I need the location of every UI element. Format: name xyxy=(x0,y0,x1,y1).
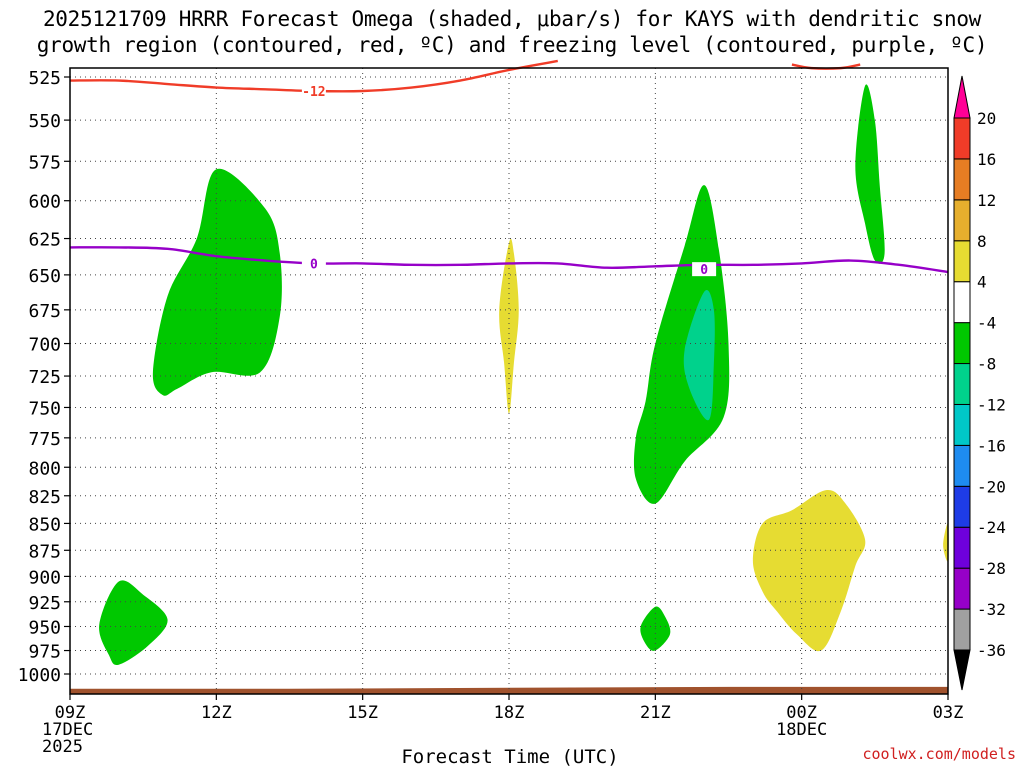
omega-region-4 xyxy=(633,185,730,504)
colorbar-label-1: -36 xyxy=(977,641,1006,660)
colorbar: -36 -32 -28 -24 -20 -16 -12 -8 -4 4 8 12 16 20 xyxy=(953,75,1006,691)
terrain-fill xyxy=(70,686,948,694)
y-tick-label-725: 725 xyxy=(28,367,61,388)
colorbar-segment-8 xyxy=(953,322,971,365)
colorbar-label-5: -20 xyxy=(977,477,1006,496)
x-tick-label-18-0: 03Z xyxy=(933,703,964,723)
omega-region-8 xyxy=(855,84,885,264)
x-tick-label-9-0: 18Z xyxy=(494,703,525,723)
x-tick-label-3-0: 12Z xyxy=(201,703,232,723)
colorbar-label-4: -24 xyxy=(977,518,1006,537)
omega-region-7 xyxy=(752,490,866,652)
y-tick-label-1000: 1000 xyxy=(18,665,61,686)
y-tick-label-850: 850 xyxy=(28,514,61,535)
x-tick-label-15-1: 18DEC xyxy=(776,720,827,740)
credit-text: coolwx.com/models xyxy=(862,745,1016,763)
x-tick-label-12-0: 21Z xyxy=(640,703,671,723)
colorbar-segment-1 xyxy=(953,608,971,651)
colorbar-segment-12 xyxy=(953,158,971,201)
y-tick-label-950: 950 xyxy=(28,617,61,638)
y-tick-label-600: 600 xyxy=(28,192,61,213)
omega-shading-layer xyxy=(70,84,949,694)
colorbar-segment-11 xyxy=(953,199,971,242)
title-line-2: growth region (contoured, red, ºC) and f… xyxy=(36,33,988,57)
colorbar-label-7: -12 xyxy=(977,395,1006,414)
colorbar-segment-2 xyxy=(953,567,971,610)
y-tick-label-750: 750 xyxy=(28,398,61,419)
colorbar-label-2: -32 xyxy=(977,600,1006,619)
y-tick-label-700: 700 xyxy=(28,335,61,356)
y-tick-label-925: 925 xyxy=(28,593,61,614)
colorbar-label-11: 8 xyxy=(977,232,987,251)
colorbar-segment-6 xyxy=(953,403,971,446)
y-tick-label-875: 875 xyxy=(28,541,61,562)
freezing-level-label-1: 0 xyxy=(310,257,318,272)
title-line-1: 2025121709 HRRR Forecast Omega (shaded, … xyxy=(42,7,982,31)
x-tick-label-0-2: 2025 xyxy=(42,737,83,757)
colorbar-segment-13 xyxy=(953,117,971,160)
colorbar-segment-9 xyxy=(953,281,971,324)
y-tick-label-900: 900 xyxy=(28,567,61,588)
colorbar-label-8: -8 xyxy=(977,355,996,374)
y-tick-label-800: 800 xyxy=(28,458,61,479)
omega-region-1 xyxy=(152,168,282,396)
y-tick-label-575: 575 xyxy=(28,152,61,173)
colorbar-label-10: 4 xyxy=(977,273,987,292)
y-tick-label-650: 650 xyxy=(28,266,61,287)
x-axis-title: Forecast Time (UTC) xyxy=(401,746,619,768)
dgz-contour-label: -12 xyxy=(302,85,325,100)
colorbar-label-6: -16 xyxy=(977,436,1006,455)
y-tick-label-825: 825 xyxy=(28,487,61,508)
colorbar-segment-10 xyxy=(953,240,971,283)
freezing-level-label-1-bg xyxy=(301,256,326,271)
x-tick-label-0-0: 09Z xyxy=(55,703,86,723)
omega-region-9 xyxy=(943,523,949,562)
colorbar-segment-5 xyxy=(953,444,971,487)
chart-title: 2025121709 HRRR Forecast Omega (shaded, … xyxy=(0,6,1024,58)
colorbar-label-3: -28 xyxy=(977,559,1006,578)
x-tick-label-0-1: 17DEC xyxy=(42,720,93,740)
colorbar-label-9: -4 xyxy=(977,314,996,333)
x-tick-label-15-0: 00Z xyxy=(786,703,817,723)
y-tick-label-625: 625 xyxy=(28,230,61,251)
omega-region-2 xyxy=(99,580,168,666)
freezing-level-label-2-bg xyxy=(692,262,717,277)
colorbar-segment-3 xyxy=(953,526,971,569)
y-tick-label-550: 550 xyxy=(28,111,61,132)
x-tick-label-6-0: 15Z xyxy=(347,703,378,723)
colorbar-segment-4 xyxy=(953,485,971,528)
freezing-level-line xyxy=(69,246,949,274)
omega-region-3 xyxy=(499,238,519,414)
y-tick-label-675: 675 xyxy=(28,301,61,322)
omega-region-5 xyxy=(683,289,715,421)
colorbar-label-12: 12 xyxy=(977,191,996,210)
freezing-level-label-2: 0 xyxy=(700,263,708,278)
colorbar-segment-7 xyxy=(953,363,971,405)
colorbar-label-13: 16 xyxy=(977,150,996,169)
contour-layer: -12 0 0 xyxy=(69,59,949,278)
axes: 525 550 575 600 625 650 675 700 725 750 775 800 825 8… xyxy=(18,68,964,757)
colorbar-upper-triangle xyxy=(953,75,971,119)
dgz-contour-label-bg xyxy=(301,84,326,99)
y-tick-label-775: 775 xyxy=(28,429,61,450)
colorbar-lower-triangle xyxy=(953,649,971,691)
y-tick-label-525: 525 xyxy=(28,68,61,89)
y-tick-label-975: 975 xyxy=(28,642,61,663)
colorbar-label-14: 20 xyxy=(977,109,996,128)
